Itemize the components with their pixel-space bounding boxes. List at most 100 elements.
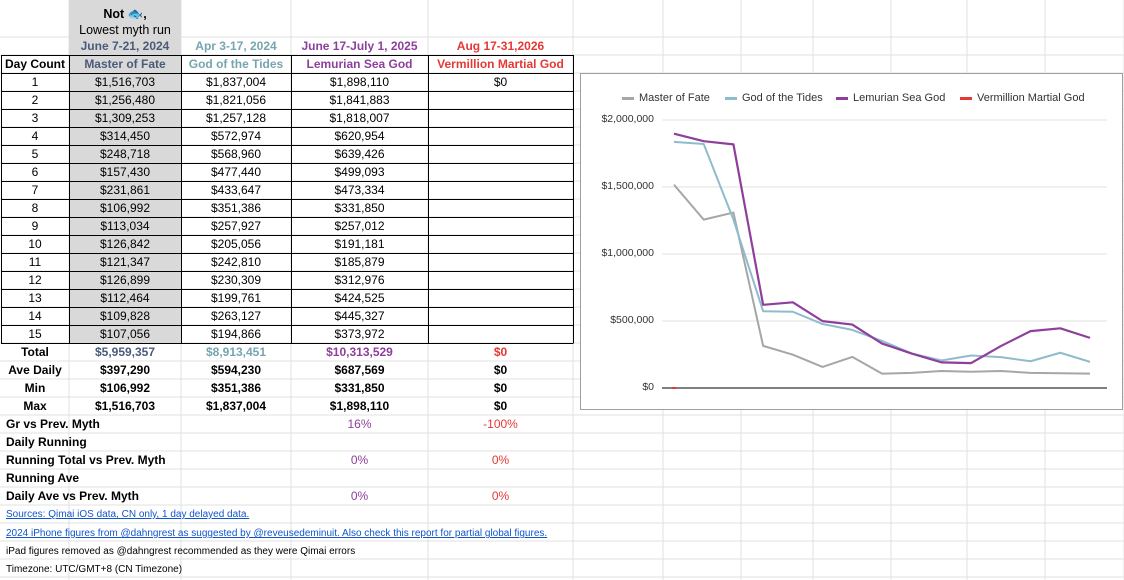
cell-master[interactable]: $109,828: [99, 309, 151, 323]
comparison-lemurian[interactable]: 16%: [347, 417, 372, 431]
cell-master[interactable]: $113,034: [100, 219, 150, 233]
cell-tides[interactable]: $257,927: [210, 219, 262, 233]
cell-day[interactable]: 4: [31, 129, 39, 143]
cell-day[interactable]: 15: [28, 327, 42, 341]
legend-item[interactable]: Vermillion Martial God: [960, 91, 1085, 105]
cell-lemurian[interactable]: $639,426: [334, 147, 385, 161]
summary-tides[interactable]: $8,913,451: [205, 345, 267, 359]
cell-tides[interactable]: $199,761: [210, 291, 262, 305]
col-header-vermillion: Vermillion Martial God: [437, 57, 564, 71]
legend-swatch: [622, 96, 634, 100]
summary-vermillion[interactable]: $0: [493, 345, 508, 359]
cell-lemurian[interactable]: $499,093: [334, 165, 385, 179]
comparison-vermillion[interactable]: -100%: [483, 417, 518, 431]
cell-vermillion[interactable]: $0: [493, 75, 508, 89]
summary-vermillion[interactable]: $0: [493, 399, 508, 413]
cell-lemurian[interactable]: $312,976: [334, 273, 385, 287]
cell-lemurian[interactable]: $1,818,007: [329, 111, 390, 125]
cell-day[interactable]: 3: [31, 111, 39, 125]
cell-day[interactable]: 8: [31, 201, 39, 215]
comparison-lemurian[interactable]: 0%: [350, 489, 369, 503]
cell-master[interactable]: $107,056: [99, 327, 151, 341]
legend-item[interactable]: God of the Tides: [725, 91, 823, 105]
cell-tides[interactable]: $351,386: [210, 201, 262, 215]
cell-lemurian[interactable]: $1,898,110: [329, 75, 390, 89]
summary-lemurian[interactable]: $687,569: [334, 363, 385, 377]
summary-lemurian[interactable]: $331,850: [334, 381, 385, 395]
cell-master[interactable]: $112,464: [100, 291, 150, 305]
cell-tides[interactable]: $263,127: [210, 309, 262, 323]
cell-tides[interactable]: $433,647: [210, 183, 262, 197]
cell-master[interactable]: $157,430: [99, 165, 151, 179]
summary-vermillion[interactable]: $0: [493, 381, 508, 395]
cell-lemurian[interactable]: $191,181: [334, 237, 385, 251]
summary-master[interactable]: $1,516,703: [94, 399, 156, 413]
summary-tides[interactable]: $1,837,004: [205, 399, 267, 413]
cell-day[interactable]: 13: [28, 291, 42, 305]
cell-lemurian[interactable]: $331,850: [334, 201, 385, 215]
cell-lemurian[interactable]: $373,972: [334, 327, 385, 341]
summary-tides[interactable]: $351,386: [210, 381, 262, 395]
cell-lemurian[interactable]: $424,525: [334, 291, 385, 305]
summary-vermillion[interactable]: $0: [493, 363, 508, 377]
summary-label: Ave Daily: [8, 363, 62, 377]
cell-tides[interactable]: $1,257,128: [205, 111, 267, 125]
comparison-vermillion[interactable]: 0%: [491, 489, 510, 503]
note-sources-link[interactable]: Sources: Qimai iOS data, CN only, 1 day …: [6, 509, 250, 520]
cell-lemurian[interactable]: $473,334: [334, 183, 385, 197]
cell-tides[interactable]: $477,440: [210, 165, 262, 179]
cell-day[interactable]: 2: [31, 93, 39, 107]
y-tick-label: $0: [642, 381, 654, 393]
cell-master[interactable]: $1,256,480: [94, 93, 156, 107]
cell-tides[interactable]: $568,960: [210, 147, 262, 161]
cell-tides[interactable]: $1,837,004: [205, 75, 267, 89]
comparison-lemurian[interactable]: 0%: [350, 453, 369, 467]
cell-master[interactable]: $106,992: [99, 201, 151, 215]
y-tick-label: $500,000: [610, 314, 654, 326]
cell-master[interactable]: $1,516,703: [94, 75, 156, 89]
cell-tides[interactable]: $230,309: [210, 273, 262, 287]
cell-master[interactable]: $126,899: [99, 273, 151, 287]
summary-lemurian[interactable]: $10,313,529: [326, 345, 393, 359]
cell-tides[interactable]: $242,810: [210, 255, 262, 269]
legend-label: Lemurian Sea God: [853, 92, 946, 104]
cell-tides[interactable]: $205,056: [210, 237, 262, 251]
col-header-day-count: Day Count: [5, 57, 65, 71]
cell-lemurian[interactable]: $1,841,883: [329, 93, 390, 107]
summary-master[interactable]: $5,959,357: [94, 345, 156, 359]
cell-master[interactable]: $314,450: [99, 129, 151, 143]
cell-lemurian[interactable]: $620,954: [334, 129, 385, 143]
cell-tides[interactable]: $572,974: [210, 129, 262, 143]
summary-master[interactable]: $106,992: [99, 381, 151, 395]
note-figures-link[interactable]: 2024 iPhone figures from @dahngrest as s…: [6, 528, 548, 539]
cell-master[interactable]: $126,842: [99, 237, 151, 251]
cell-tides[interactable]: $1,821,056: [205, 93, 267, 107]
line-chart[interactable]: [580, 73, 1123, 410]
cell-master[interactable]: $121,347: [99, 255, 151, 269]
cell-day[interactable]: 14: [28, 309, 42, 323]
cell-master[interactable]: $231,861: [99, 183, 151, 197]
cell-day[interactable]: 5: [31, 147, 39, 161]
cell-day[interactable]: 1: [31, 75, 39, 89]
cell-master[interactable]: $1,309,253: [94, 111, 156, 125]
summary-master[interactable]: $397,290: [99, 363, 151, 377]
legend-item[interactable]: Lemurian Sea God: [836, 91, 945, 105]
cell-master[interactable]: $248,718: [99, 147, 151, 161]
y-tick-label: $1,000,000: [601, 247, 654, 259]
legend-swatch: [725, 96, 737, 100]
cell-lemurian[interactable]: $185,879: [334, 255, 385, 269]
cell-tides[interactable]: $194,866: [210, 327, 262, 341]
cell-day[interactable]: 9: [31, 219, 39, 233]
cell-day[interactable]: 6: [31, 165, 39, 179]
not-label: Not 🐟,: [103, 7, 147, 21]
cell-lemurian[interactable]: $257,012: [334, 219, 385, 233]
cell-day[interactable]: 10: [28, 237, 42, 251]
cell-day[interactable]: 7: [31, 183, 39, 197]
summary-lemurian[interactable]: $1,898,110: [329, 399, 390, 413]
comparison-vermillion[interactable]: 0%: [491, 453, 510, 467]
cell-day[interactable]: 11: [28, 255, 42, 269]
cell-lemurian[interactable]: $445,327: [334, 309, 385, 323]
summary-tides[interactable]: $594,230: [210, 363, 262, 377]
cell-day[interactable]: 12: [28, 273, 42, 287]
legend-item[interactable]: Master of Fate: [622, 91, 710, 105]
